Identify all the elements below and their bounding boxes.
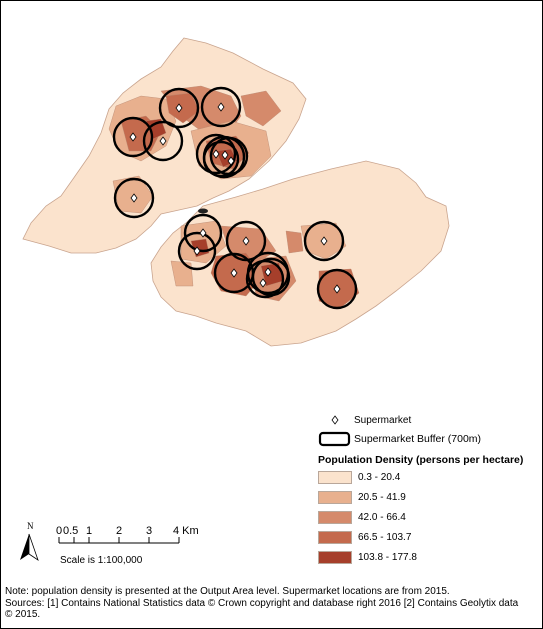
- buffer-symbol-icon: [318, 431, 351, 447]
- legend-class-3: 42.0 - 66.4: [318, 511, 406, 524]
- note-line-1: Note: population density is presented at…: [5, 586, 450, 597]
- scale-ratio: Scale is 1:100,000: [60, 555, 143, 566]
- scale-tick: 1: [86, 525, 92, 537]
- density-patches-north: [108, 85, 282, 214]
- legend-class-1: 0.3 - 20.4: [318, 471, 400, 484]
- legend-class-label: 42.0 - 66.4: [358, 512, 406, 523]
- legend-density-title: Population Density (persons per hectare): [318, 454, 524, 466]
- scale-tick: 4 Km: [173, 525, 199, 537]
- legend-class-label: 0.3 - 20.4: [358, 472, 401, 483]
- supermarket-symbol-icon: [331, 415, 339, 425]
- south-landmass: [150, 160, 450, 347]
- scale-tick: 0: [56, 525, 62, 537]
- legend-swatch-4: [318, 531, 352, 544]
- scale-bar: [58, 537, 180, 544]
- scale-tick: 0.5: [63, 525, 78, 537]
- legend-swatch-2: [318, 491, 352, 504]
- legend-class-5: 103.8 - 177.8: [318, 551, 417, 564]
- scale-ticks: 0 0.5 1 2 3 4 Km: [56, 525, 199, 537]
- supermarket-buffers: [112, 86, 358, 310]
- legend-buffer-label: Supermarket Buffer (700m): [354, 433, 482, 445]
- legend-supermarket-label: Supermarket: [354, 414, 412, 426]
- legend-class-label: 66.5 - 103.7: [358, 532, 412, 543]
- scale-tick: 3: [146, 525, 152, 537]
- note-line-2: Sources: [1] Contains National Statistic…: [5, 597, 519, 609]
- legend-buffer: Supermarket Buffer (700m): [318, 431, 481, 447]
- note-line-3: © 2015.: [5, 609, 41, 620]
- legend-class-2: 20.5 - 41.9: [318, 491, 406, 504]
- north-label: N: [27, 521, 34, 531]
- population-density-map: [22, 37, 450, 347]
- legend-supermarket: Supermarket: [318, 414, 411, 426]
- legend-class-label: 103.8 - 177.8: [358, 552, 417, 563]
- legend-swatch-3: [318, 511, 352, 524]
- legend-class-label: 20.5 - 41.9: [358, 492, 406, 503]
- north-arrow-icon: [20, 534, 29, 560]
- north-arrow-and-scale: N 0 0.5 1 2 3 4 Km Scale is 1:100,000: [20, 521, 199, 566]
- legend-swatch-1: [318, 471, 352, 484]
- legend-class-4: 66.5 - 103.7: [318, 531, 411, 544]
- map-note: Note: population density is presented at…: [5, 586, 537, 621]
- river-island: [198, 208, 208, 214]
- scale-tick: 2: [116, 525, 122, 537]
- supermarket-points: [129, 102, 341, 294]
- legend-swatch-5: [318, 551, 352, 564]
